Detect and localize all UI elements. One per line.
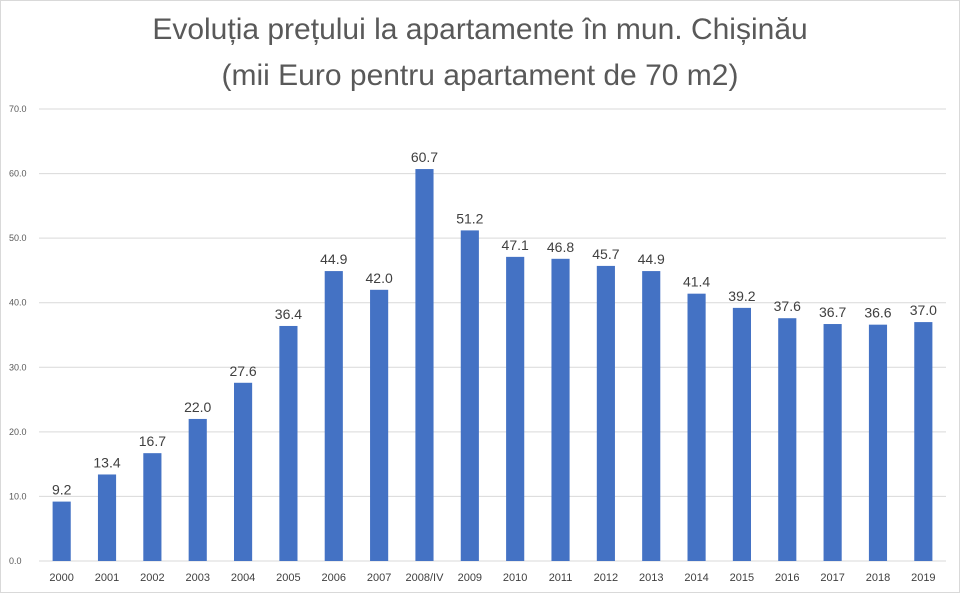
data-label: 36.6 xyxy=(864,305,891,321)
data-label: 36.7 xyxy=(819,304,846,320)
bar-2011 xyxy=(551,258,570,561)
x-tick-label: 2000 xyxy=(49,572,73,584)
y-tick-label: 10.0 xyxy=(9,491,27,501)
data-label: 46.8 xyxy=(547,239,574,255)
x-tick-label: 2008/IV xyxy=(406,572,445,584)
chart-title: Evoluția prețului la apartamente în mun.… xyxy=(152,13,808,46)
data-label: 45.7 xyxy=(592,246,619,262)
y-tick-label: 30.0 xyxy=(9,362,27,372)
bar-2008/IV xyxy=(415,169,434,561)
bar-2014 xyxy=(687,293,706,561)
data-label: 37.6 xyxy=(774,298,801,314)
bar-2017 xyxy=(823,324,842,561)
x-tick-label: 2017 xyxy=(820,572,844,584)
data-label: 51.2 xyxy=(456,210,483,226)
x-tick-label: 2013 xyxy=(639,572,663,584)
x-tick-label: 2016 xyxy=(775,572,799,584)
data-label: 27.6 xyxy=(229,363,256,379)
x-tick-label: 2006 xyxy=(322,572,346,584)
bar-2012 xyxy=(596,265,615,561)
bar-2018 xyxy=(868,324,888,561)
x-tick-label: 2004 xyxy=(231,572,255,584)
bar-2004 xyxy=(234,382,253,561)
x-tick-label: 2003 xyxy=(185,572,209,584)
x-tick-label: 2007 xyxy=(367,572,391,584)
bar-2002 xyxy=(143,453,162,561)
data-label: 13.4 xyxy=(93,454,120,470)
data-label: 22.0 xyxy=(184,399,211,415)
data-label: 16.7 xyxy=(139,433,166,449)
x-tick-label: 2009 xyxy=(458,572,482,584)
bar-2015 xyxy=(732,307,751,561)
x-tick-label: 2014 xyxy=(684,572,708,584)
data-label: 47.1 xyxy=(502,237,529,253)
x-tick-label: 2018 xyxy=(866,572,890,584)
y-tick-label: 0.0 xyxy=(9,556,22,566)
data-label: 60.7 xyxy=(411,149,438,165)
x-tick-label: 2010 xyxy=(503,572,527,584)
data-label: 37.0 xyxy=(910,302,937,318)
x-tick-label: 2002 xyxy=(140,572,164,584)
data-label: 42.0 xyxy=(366,270,393,286)
bar-2010 xyxy=(506,256,525,561)
bar-2005 xyxy=(279,325,298,561)
x-tick-label: 2012 xyxy=(594,572,618,584)
y-tick-label: 20.0 xyxy=(9,427,27,437)
data-label: 36.4 xyxy=(275,306,302,322)
x-tick-label: 2005 xyxy=(276,572,300,584)
y-tick-label: 50.0 xyxy=(9,233,27,243)
x-tick-label: 2015 xyxy=(730,572,754,584)
y-tick-label: 40.0 xyxy=(9,298,27,308)
bar-2007 xyxy=(370,289,389,561)
x-tick-label: 2011 xyxy=(549,572,573,584)
bar-2016 xyxy=(778,318,797,561)
bar-2019 xyxy=(914,322,933,561)
bar-2009 xyxy=(460,230,479,561)
data-label: 44.9 xyxy=(638,251,665,267)
chart-subtitle: (mii Euro pentru apartament de 70 m2) xyxy=(221,59,739,92)
y-tick-label: 60.0 xyxy=(9,169,27,179)
x-tick-label: 2019 xyxy=(911,572,935,584)
data-label: 44.9 xyxy=(320,251,347,267)
data-label: 9.2 xyxy=(52,482,72,498)
y-tick-label: 70.0 xyxy=(9,104,27,114)
bar-2006 xyxy=(324,271,343,561)
x-tick-label: 2001 xyxy=(95,572,119,584)
bar-2003 xyxy=(188,418,207,561)
bar-2001 xyxy=(97,474,117,561)
data-label: 41.4 xyxy=(683,274,710,290)
bar-2013 xyxy=(642,271,661,561)
bar-2000 xyxy=(52,501,71,561)
data-label: 39.2 xyxy=(728,288,755,304)
